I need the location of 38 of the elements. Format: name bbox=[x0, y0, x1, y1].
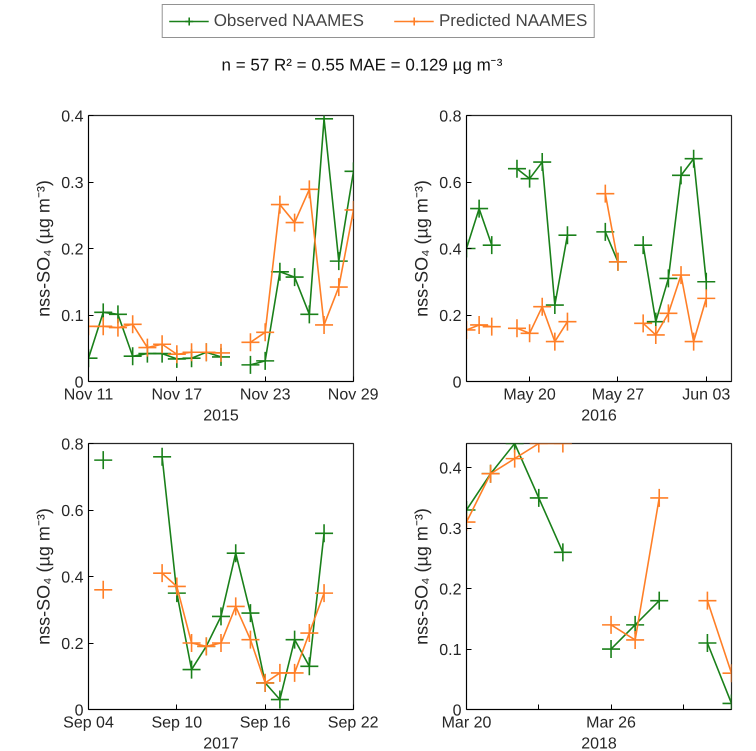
y-axis-title: nss-SO₄ (µg m⁻³) bbox=[33, 180, 54, 317]
x-axis-title: 2015 bbox=[203, 408, 239, 424]
text: n = 57 R² = 0.55 MAE = 0.129 µg m⁻³ bbox=[222, 56, 503, 75]
y-axis-title: nss-SO₄ (µg m⁻³) bbox=[411, 508, 432, 645]
y-tick-label: 0.4 bbox=[439, 242, 462, 258]
y-tick-label: 0.2 bbox=[61, 636, 84, 653]
x-tick-label: Sep 10 bbox=[151, 714, 202, 732]
x-tick-label: Sep 16 bbox=[240, 714, 291, 732]
y-tick-label: 0 bbox=[452, 374, 462, 392]
x-tick-label: Nov 23 bbox=[240, 386, 291, 404]
x-axis-title: 2017 bbox=[203, 736, 239, 751]
legend-label: Predicted NAAMES bbox=[438, 11, 588, 31]
y-axis-title: nss-SO₄ (µg m⁻³) bbox=[411, 180, 432, 317]
y-tick-label: 0.1 bbox=[439, 642, 462, 660]
x-tick-label: Nov 17 bbox=[151, 386, 202, 404]
y-tick-label: 0.3 bbox=[439, 521, 462, 538]
legend-label: Observed NAAMES bbox=[214, 11, 364, 31]
x-axis-title: 2018 bbox=[581, 736, 617, 751]
y-tick-label: 0.1 bbox=[61, 308, 84, 325]
x-tick-label: Nov 29 bbox=[328, 386, 379, 404]
y-axis-title: nss-SO₄ (µg m⁻³) bbox=[33, 508, 54, 645]
y-tick-label: 0.4 bbox=[439, 460, 462, 478]
x-axis-title: 2016 bbox=[581, 408, 617, 424]
y-tick-label: 0.8 bbox=[439, 108, 462, 126]
x-tick-label: Sep 22 bbox=[328, 714, 379, 732]
x-tick-label: Mar 26 bbox=[586, 714, 636, 732]
x-tick-label: May 27 bbox=[592, 386, 644, 404]
y-tick-label: 0.2 bbox=[439, 308, 462, 325]
y-tick-label: 0.8 bbox=[61, 436, 84, 454]
y-tick-label: 0.2 bbox=[61, 242, 84, 258]
y-tick-label: 0.2 bbox=[439, 582, 462, 599]
y-tick-label: 0.4 bbox=[61, 570, 84, 586]
x-tick-label: Jun 03 bbox=[682, 386, 730, 404]
y-tick-label: 0.4 bbox=[61, 108, 84, 126]
y-tick-label: 0.3 bbox=[61, 175, 84, 192]
y-tick-label: 0.6 bbox=[61, 503, 84, 520]
x-tick-label: May 20 bbox=[503, 386, 556, 404]
y-tick-label: 0.6 bbox=[439, 175, 462, 192]
